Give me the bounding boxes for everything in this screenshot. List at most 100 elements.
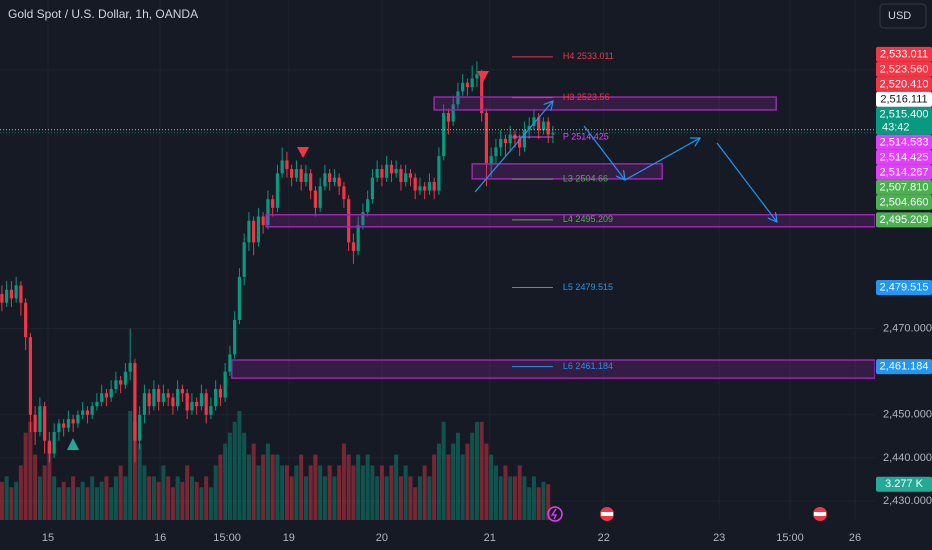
x-tick-label: 15:00 — [776, 532, 804, 544]
candle-body — [451, 104, 455, 122]
candle-body — [214, 388, 218, 407]
volume-bar — [33, 454, 38, 520]
volume-bar — [37, 476, 42, 520]
volume-bar — [275, 454, 280, 520]
volume-bar — [123, 476, 128, 520]
candle-body — [518, 138, 522, 148]
price-badge-label: 2,516.111 — [880, 93, 927, 105]
volume-bar — [379, 465, 384, 520]
price-badge — [876, 134, 932, 150]
candle-body — [432, 181, 436, 191]
y-tick-label: 2,430.000 — [883, 495, 932, 507]
volume-bar — [498, 476, 503, 520]
volume-bar — [261, 454, 266, 520]
price-badge-label: 2,514.425 — [880, 151, 929, 163]
candle-body — [313, 190, 318, 208]
candle-body — [119, 380, 123, 385]
candle-body — [503, 138, 508, 144]
candle-body — [489, 156, 493, 165]
x-tick-label: 21 — [484, 532, 496, 544]
volume-bar — [237, 410, 242, 520]
y-tick-label: 2,470.000 — [883, 322, 932, 334]
price-badge-label: 2,514.583 — [880, 136, 929, 148]
y-tick-label: 2,450.000 — [883, 409, 932, 421]
candle-body — [57, 423, 61, 433]
volume-bar — [109, 487, 114, 520]
candle-body — [309, 173, 313, 191]
price-badge-label: 2,479.515 — [880, 281, 929, 293]
volume-bar — [218, 454, 223, 520]
candle-body — [275, 173, 280, 208]
candle-body — [142, 393, 147, 415]
candle-body — [446, 112, 451, 122]
volume-bar — [137, 443, 142, 520]
volume-bar — [4, 476, 9, 520]
candle-body — [551, 132, 555, 135]
volume-bar — [455, 432, 460, 520]
candle-body — [546, 121, 550, 135]
candle-body — [437, 156, 441, 191]
event-flag-stripe — [601, 512, 613, 516]
volume-bar — [23, 432, 28, 520]
candle-body — [237, 276, 242, 320]
candle-body — [537, 117, 541, 131]
volume-bar — [346, 454, 351, 520]
price-badge — [876, 212, 932, 228]
pivot-label: L5 2479.515 — [563, 282, 613, 292]
candle-body — [323, 173, 327, 187]
x-tick-label: 23 — [713, 532, 725, 544]
candle-body — [171, 397, 175, 407]
candle-body — [442, 112, 446, 157]
volume-bar — [313, 454, 318, 520]
x-tick-label: 26 — [849, 532, 861, 544]
candle-body — [95, 401, 99, 407]
candle-body — [394, 169, 398, 174]
currency-button[interactable] — [879, 3, 927, 29]
symbol-title: Gold Spot / U.S. Dollar, 1h, OANDA — [8, 7, 198, 21]
candle-body — [114, 380, 118, 389]
candle-body — [166, 393, 170, 398]
candle-body — [28, 337, 33, 415]
volume-bar — [403, 465, 408, 520]
volume-bar — [256, 465, 261, 520]
time-axis-bg — [0, 525, 875, 550]
volume-bar — [417, 476, 422, 520]
volume-bar — [303, 476, 308, 520]
volume-bar — [427, 476, 432, 520]
volume-bar — [242, 432, 247, 520]
signal-down — [477, 71, 489, 82]
candle-body — [294, 169, 299, 178]
candle-body — [499, 138, 503, 148]
candle-body — [418, 186, 422, 191]
candle-body — [100, 393, 104, 402]
candle-body — [66, 419, 71, 428]
candle-body — [247, 220, 251, 243]
candle-body — [81, 410, 85, 415]
volume-bar — [446, 454, 451, 520]
volume-bar — [132, 421, 137, 520]
event-icon[interactable] — [547, 506, 563, 522]
candle-body — [480, 74, 484, 113]
volume-bar — [299, 454, 304, 520]
volume-bar — [531, 476, 536, 520]
candle-body — [256, 216, 261, 243]
volume-bar — [14, 481, 19, 520]
volume-bar — [332, 476, 337, 520]
candle-body — [299, 169, 303, 182]
candle-body — [328, 173, 332, 182]
volume-bar — [408, 476, 413, 520]
candle-body — [413, 177, 417, 191]
candle-body — [128, 363, 132, 372]
price-badge-label: 2,533.011 — [880, 48, 928, 60]
candle-body — [332, 177, 337, 182]
candle-body — [76, 414, 80, 424]
volume-bar — [175, 476, 180, 520]
volume-bar — [384, 476, 389, 520]
candle-body — [456, 91, 460, 105]
candle-body — [228, 354, 232, 372]
volume-bar — [204, 476, 209, 520]
candle-body — [133, 363, 137, 441]
volume-bar — [360, 465, 365, 520]
